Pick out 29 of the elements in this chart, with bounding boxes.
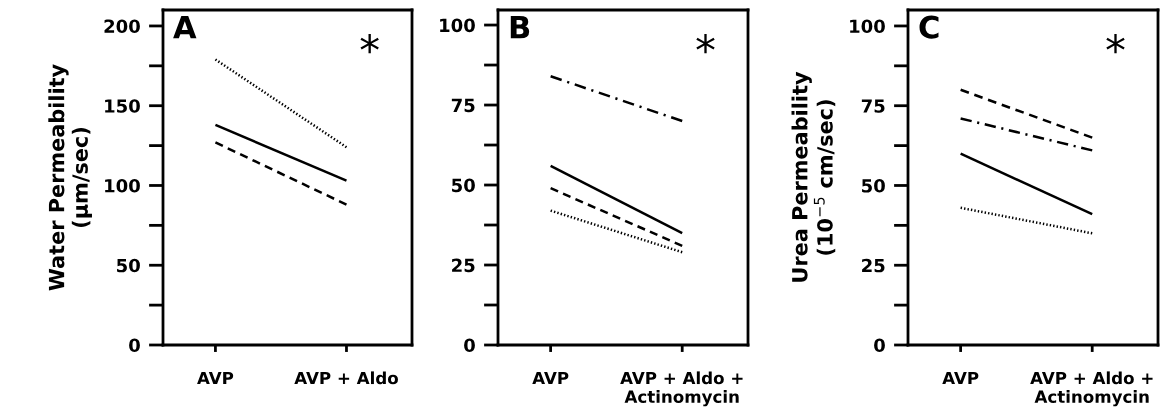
y-tick-label: 100 — [850, 19, 885, 34]
y-tick-label: 50 — [117, 258, 140, 273]
x-tick-label: AVP — [532, 371, 569, 385]
y-tick-label: 50 — [452, 178, 475, 193]
annotation: * — [696, 34, 715, 54]
chart-title: C — [919, 15, 939, 39]
x-tick-label: AVP — [197, 371, 234, 385]
y-tick-label: 0 — [129, 338, 140, 353]
annotation: * — [360, 34, 379, 54]
annotation: * — [1106, 34, 1125, 54]
y-tick-label: 0 — [874, 338, 885, 353]
y-tick-label: 100 — [105, 178, 140, 193]
chart-title: A — [173, 15, 197, 39]
y-axis-title: Urea Permeability (10$^{−5}$ cm/sec) — [791, 71, 836, 282]
chart-title: B — [510, 15, 530, 39]
y-tick-label: 200 — [104, 19, 140, 34]
y-tick-label: 75 — [451, 98, 475, 113]
x-tick-label: AVP + Aldo + Actinomycin — [1030, 371, 1153, 407]
y-tick-label: 75 — [861, 99, 885, 113]
y-tick-label: 150 — [105, 99, 140, 113]
y-tick-label: 50 — [862, 178, 885, 193]
x-tick-label: AVP + Aldo + Actinomycin — [620, 371, 743, 407]
y-tick-label: 25 — [452, 258, 475, 273]
x-tick-label: AVP — [942, 371, 979, 385]
y-tick-label: 0 — [464, 338, 475, 353]
y-axis-title: Water Permeability (µm/sec) — [48, 64, 92, 291]
x-tick-label: AVP + Aldo — [294, 371, 398, 385]
y-tick-label: 100 — [440, 18, 475, 33]
y-tick-label: 25 — [862, 258, 885, 273]
